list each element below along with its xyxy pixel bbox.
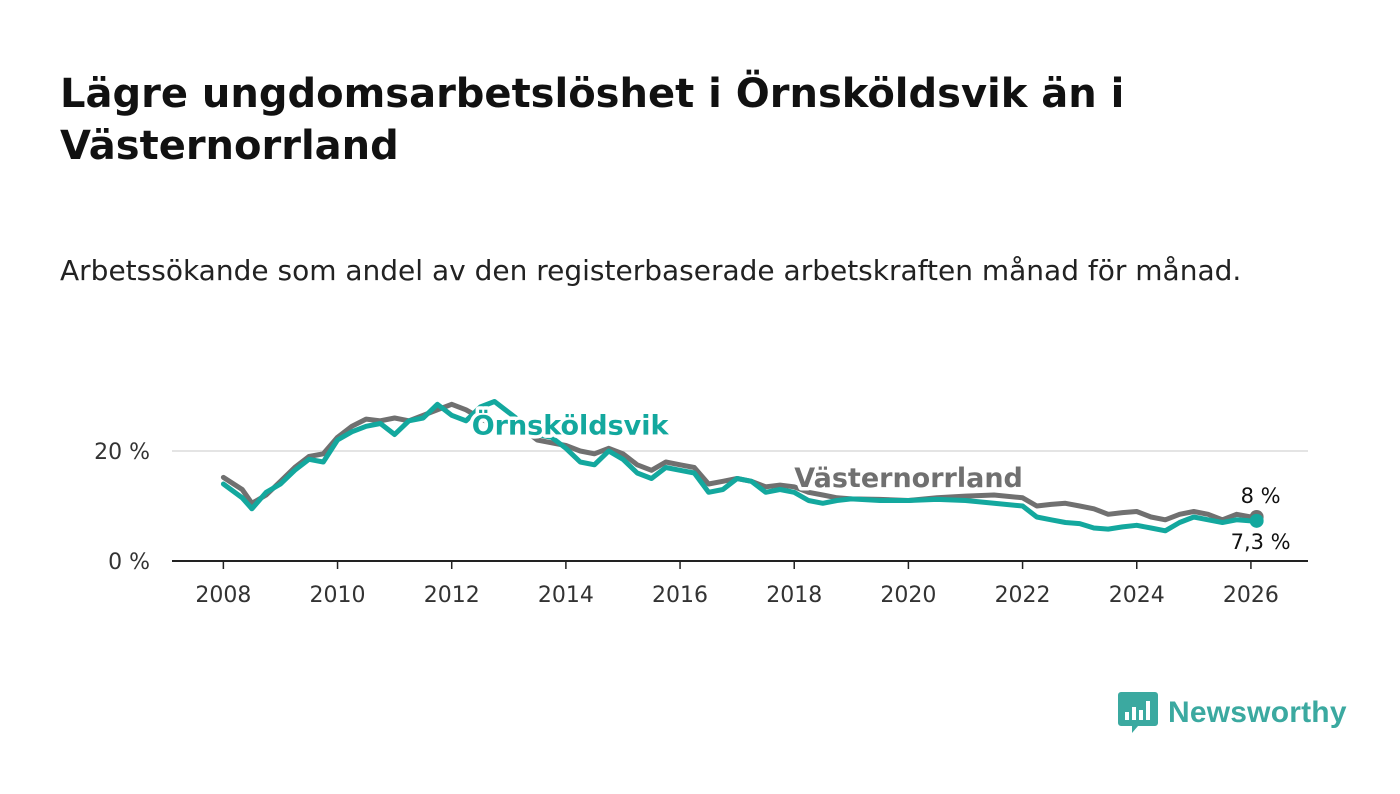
chart-subtitle: Arbetssökande som andel av den registerb… xyxy=(60,254,1242,287)
x-tick-label: 2008 xyxy=(195,583,251,608)
series-label: Örnsköldsvik xyxy=(472,409,670,442)
labels: Västernorrland Örnsköldsvik 8 % 7,3 % xyxy=(468,405,1293,556)
x-tick-label: 2012 xyxy=(424,583,480,608)
x-tick-label: 2014 xyxy=(538,583,594,608)
newsworthy-logo-icon xyxy=(1118,692,1158,733)
y-tick-label: 0 % xyxy=(108,550,150,575)
x-tick-label: 2022 xyxy=(995,583,1051,608)
series-line-v-sternorrland xyxy=(220,401,1260,523)
x-tick-label: 2018 xyxy=(766,583,822,608)
series-label: Västernorrland xyxy=(794,463,1023,494)
series-layer xyxy=(220,399,1264,534)
newsworthy-logo-text: Newsworthy xyxy=(1168,696,1347,729)
chart-title: Lägre ungdomsarbetslöshet i Örnsköldsvik… xyxy=(60,71,1125,169)
x-tick-label: 2020 xyxy=(880,583,936,608)
series-end-marker xyxy=(1249,513,1264,528)
series-line--rnsk-ldsvik xyxy=(220,399,1260,534)
x-tick-label: 2026 xyxy=(1223,583,1279,608)
y-tick-label: 20 % xyxy=(94,440,150,465)
x-tick-label: 2010 xyxy=(310,583,366,608)
end-value-label: 7,3 % xyxy=(1231,530,1291,554)
x-tick-label: 2024 xyxy=(1109,583,1165,608)
newsworthy-logo[interactable]: Newsworthy xyxy=(1118,690,1347,736)
axes: 0 % 20 % 2008 2010 2012 2014 2016 2018 2020 2022 2… xyxy=(94,440,1308,608)
end-value-label: 8 % xyxy=(1241,484,1281,508)
x-tick-label: 2016 xyxy=(652,583,708,608)
